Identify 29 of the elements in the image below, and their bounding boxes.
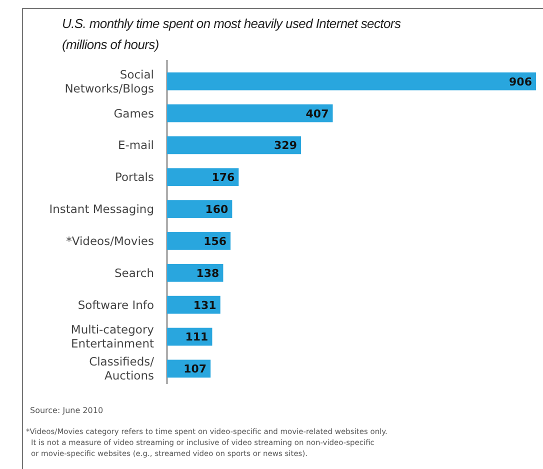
data-label: 138 [196,266,220,280]
bar [167,296,220,314]
y-tick-label: Instant Messaging [49,202,154,216]
y-tick-label: Games [114,106,154,120]
bar [167,136,301,154]
data-label: 906 [509,75,532,88]
data-label: 176 [212,171,236,184]
y-tick-label: Software Info [78,298,154,312]
bar [167,200,232,218]
data-label: 407 [306,107,329,120]
y-tick-label: Social Networks/Blogs [64,67,154,96]
chart-title: U.S. monthly time spent on most heavily used Internet sectors (millions of hours) [62,16,402,52]
y-tick-label: E-mail [118,138,154,152]
data-label: 111 [185,330,208,344]
data-label: 131 [193,298,216,312]
bar [167,168,239,186]
y-tick-label: Classifieds/ Auctions [89,354,154,383]
data-label: 107 [184,362,207,376]
bar [167,72,536,90]
source-note: Source: June 2010 [30,406,104,415]
data-label: 329 [274,139,297,152]
y-tick-label: Multi-category Entertainment [70,322,154,351]
bar [167,104,333,122]
bar [167,232,231,250]
y-tick-label: Portals [114,170,154,184]
data-label: 160 [205,203,229,216]
y-tick-label: Search [114,266,154,280]
y-tick-label: *Videos/Movies [66,234,154,248]
data-label: 156 [204,234,227,248]
